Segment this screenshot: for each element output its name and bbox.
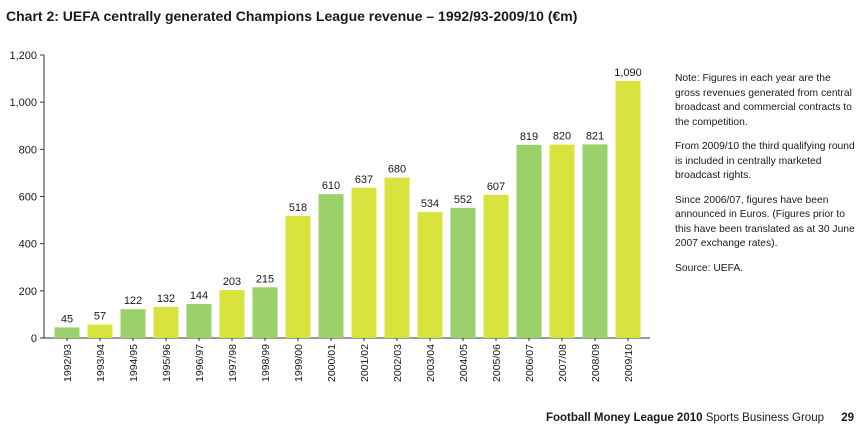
bar (318, 194, 344, 338)
y-tick-label: 800 (19, 144, 37, 156)
x-tick-label: 2000/01 (326, 344, 338, 382)
data-label: 680 (388, 164, 406, 176)
bar (219, 290, 245, 338)
data-label: 552 (454, 194, 472, 206)
note-text: From 2009/10 the third qualifying round … (675, 141, 855, 181)
label-layer: 45 1992/93 57 1993/94 122 1994/95 132 1995/96 14… (61, 67, 642, 382)
x-tick-label: 2003/04 (425, 344, 437, 382)
bar (120, 309, 146, 338)
data-label: 821 (586, 130, 604, 142)
x-tick-label: 1998/99 (260, 344, 272, 382)
x-tick-label: 2004/05 (458, 344, 470, 382)
x-tick-label: 2009/10 (623, 344, 635, 382)
bar (615, 80, 641, 339)
data-label: 122 (124, 295, 142, 307)
data-label: 132 (157, 293, 175, 305)
note-text: Note: Figures in each year are the gross… (675, 73, 852, 128)
bar-chart: 0 200 400 600 800 1,000 1,200 45 1992/93 57 1993/… (9, 50, 650, 382)
data-label: 45 (61, 313, 73, 325)
y-tick-label: 600 (19, 192, 37, 204)
chart-title: Chart 2: UEFA centrally generated Champi… (6, 8, 578, 24)
data-label: 637 (355, 174, 373, 186)
bar (54, 327, 80, 338)
x-tick-label: 1995/96 (161, 344, 173, 382)
y-tick-label: 0 (31, 333, 37, 345)
data-label: 215 (256, 273, 274, 285)
data-label: 607 (487, 181, 505, 193)
data-label: 819 (520, 131, 538, 143)
note-text: Since 2006/07, figures have been announc… (675, 194, 855, 250)
bar (87, 324, 113, 338)
bar (417, 212, 443, 338)
notes-panel: Note: Figures in each year are the gross… (675, 72, 855, 286)
x-tick-label: 2005/06 (491, 344, 503, 382)
bar-layer (54, 80, 641, 339)
data-label: 518 (289, 202, 307, 214)
bar (582, 144, 608, 338)
data-label: 57 (94, 311, 106, 323)
x-tick-label: 2001/02 (359, 344, 371, 382)
y-tick-label: 200 (19, 286, 37, 298)
bar (252, 287, 278, 338)
y-tick-label: 400 (19, 239, 37, 251)
source-text: Source: UEFA. (675, 262, 744, 274)
x-tick-label: 2007/08 (557, 344, 569, 382)
data-label: 1,090 (614, 67, 642, 79)
y-tick-label: 1,000 (9, 97, 37, 109)
bar (285, 215, 311, 338)
data-label: 820 (553, 131, 571, 143)
axis-layer: 0 200 400 600 800 1,000 1,200 (9, 50, 650, 345)
x-tick-label: 1992/93 (62, 344, 74, 382)
x-tick-label: 1993/94 (95, 344, 107, 382)
x-tick-label: 1999/00 (293, 344, 305, 382)
bar (549, 144, 575, 338)
footer-publication: Football Money League 2010 (545, 412, 703, 424)
bar (351, 187, 377, 338)
bar (384, 177, 410, 338)
bar (450, 207, 476, 338)
page-footer: Football Money League 2010 Sports Busine… (546, 412, 854, 424)
page-number: 29 (841, 412, 854, 424)
x-tick-label: 1996/97 (194, 344, 206, 382)
data-label: 144 (190, 290, 208, 302)
bar (516, 144, 542, 338)
x-tick-label: 1994/95 (128, 344, 140, 382)
x-tick-label: 1997/98 (227, 344, 239, 382)
x-tick-label: 2008/09 (590, 344, 602, 382)
y-tick-label: 1,200 (9, 50, 37, 62)
data-label: 203 (223, 276, 241, 288)
data-label: 534 (421, 198, 439, 210)
bar (186, 304, 212, 338)
data-label: 610 (322, 180, 340, 192)
footer-group: Sports Business Group (705, 412, 824, 424)
x-tick-label: 2002/03 (392, 344, 404, 382)
x-tick-label: 2006/07 (524, 344, 536, 382)
bar (483, 194, 509, 338)
bar (153, 306, 179, 338)
